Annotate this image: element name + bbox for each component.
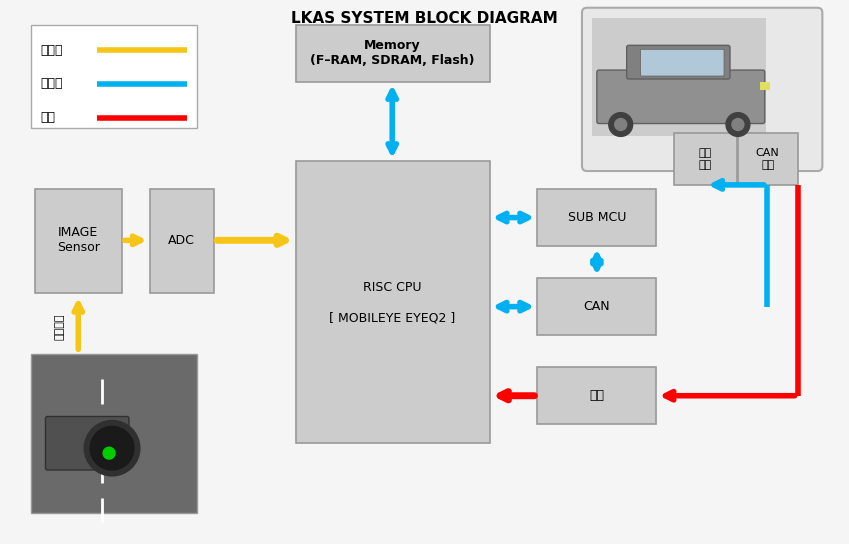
Circle shape <box>726 113 750 137</box>
Bar <box>738 133 797 185</box>
Circle shape <box>732 119 744 131</box>
Bar <box>537 367 656 424</box>
Circle shape <box>615 119 627 131</box>
Circle shape <box>84 421 140 476</box>
Bar <box>537 278 656 335</box>
FancyBboxPatch shape <box>627 45 730 79</box>
Text: 전원공급: 전원공급 <box>54 313 65 339</box>
Text: SUB MCU: SUB MCU <box>568 211 626 224</box>
Text: IMAGE
Sensor: IMAGE Sensor <box>57 226 99 255</box>
Bar <box>31 24 198 128</box>
Bar <box>35 189 122 293</box>
Bar <box>295 24 490 82</box>
Circle shape <box>103 447 115 459</box>
Text: RISC CPU

[ MOBILEYE EYEQ2 ]: RISC CPU [ MOBILEYE EYEQ2 ] <box>329 281 455 324</box>
Text: CAN
전원: CAN 전원 <box>756 149 779 170</box>
Text: 조향
장치: 조향 장치 <box>699 149 711 170</box>
Bar <box>537 189 656 246</box>
Text: LKAS SYSTEM BLOCK DIAGRAM: LKAS SYSTEM BLOCK DIAGRAM <box>290 11 558 26</box>
Bar <box>760 82 770 90</box>
Bar <box>592 17 766 137</box>
Text: CAN: CAN <box>583 300 610 313</box>
Circle shape <box>90 426 134 470</box>
Bar <box>31 354 198 512</box>
Text: Memory
(F–RAM, SDRAM, Flash): Memory (F–RAM, SDRAM, Flash) <box>310 39 475 67</box>
Text: 양방향: 양방향 <box>41 77 63 90</box>
Text: 전원: 전원 <box>41 111 55 124</box>
Bar <box>149 189 215 293</box>
FancyBboxPatch shape <box>641 50 724 76</box>
Text: 전원: 전원 <box>589 389 604 402</box>
FancyBboxPatch shape <box>597 70 765 123</box>
Circle shape <box>609 113 633 137</box>
FancyBboxPatch shape <box>582 8 823 171</box>
Text: ADC: ADC <box>168 234 195 247</box>
Text: 단방향: 단방향 <box>41 44 63 57</box>
Bar <box>674 133 737 185</box>
Bar <box>295 161 490 443</box>
FancyBboxPatch shape <box>46 417 129 470</box>
